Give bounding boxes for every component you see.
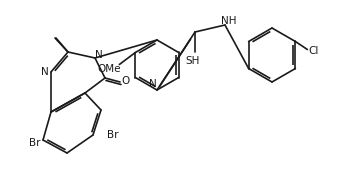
Text: N: N	[95, 50, 103, 60]
Text: Cl: Cl	[308, 45, 319, 56]
Text: N: N	[149, 79, 157, 89]
Text: OMe: OMe	[98, 64, 121, 74]
Text: NH: NH	[221, 16, 237, 26]
Text: O: O	[122, 76, 130, 86]
Text: N: N	[41, 67, 49, 77]
Text: Br: Br	[107, 130, 118, 140]
Text: Br: Br	[29, 138, 41, 148]
Text: SH: SH	[186, 56, 200, 66]
